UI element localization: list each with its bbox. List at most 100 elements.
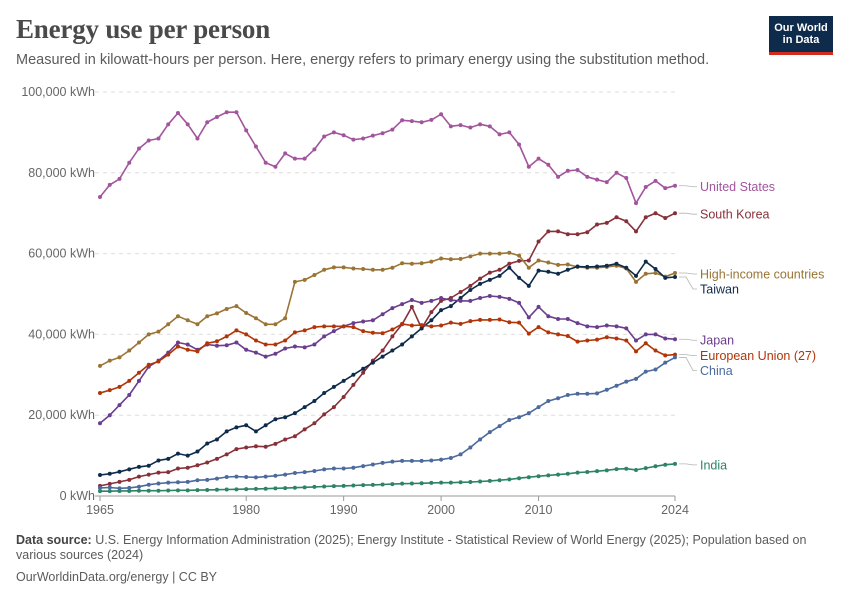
data-point[interactable] <box>273 473 278 478</box>
data-point[interactable] <box>127 378 132 383</box>
data-point[interactable] <box>195 349 200 354</box>
data-point[interactable] <box>409 119 414 124</box>
data-point[interactable] <box>643 259 648 264</box>
data-point[interactable] <box>419 323 424 328</box>
data-point[interactable] <box>175 488 180 493</box>
data-point[interactable] <box>166 470 171 475</box>
data-point[interactable] <box>517 142 522 147</box>
data-point[interactable] <box>575 470 580 475</box>
data-point[interactable] <box>429 310 434 315</box>
data-point[interactable] <box>351 137 356 142</box>
series-label-south-korea[interactable]: South Korea <box>700 208 770 222</box>
data-point[interactable] <box>409 323 414 328</box>
data-point[interactable] <box>146 463 151 468</box>
data-point[interactable] <box>214 476 219 481</box>
data-point[interactable] <box>546 162 551 167</box>
series-united-states[interactable] <box>98 110 677 206</box>
data-point[interactable] <box>478 276 483 281</box>
data-point[interactable] <box>322 334 327 339</box>
data-point[interactable] <box>185 453 190 458</box>
data-point[interactable] <box>439 480 444 485</box>
data-point[interactable] <box>224 487 229 492</box>
data-point[interactable] <box>585 230 590 235</box>
data-point[interactable] <box>351 483 356 488</box>
data-point[interactable] <box>400 261 405 266</box>
data-point[interactable] <box>136 464 141 469</box>
data-point[interactable] <box>292 279 297 284</box>
data-point[interactable] <box>478 281 483 286</box>
data-point[interactable] <box>253 486 258 491</box>
data-point[interactable] <box>175 111 180 116</box>
data-point[interactable] <box>253 316 258 321</box>
data-point[interactable] <box>487 270 492 275</box>
data-point[interactable] <box>448 304 453 309</box>
data-point[interactable] <box>224 475 229 480</box>
data-point[interactable] <box>273 322 278 327</box>
data-point[interactable] <box>624 338 629 343</box>
data-point[interactable] <box>653 211 658 216</box>
data-point[interactable] <box>556 332 561 337</box>
data-point[interactable] <box>312 342 317 347</box>
data-point[interactable] <box>595 222 600 227</box>
data-point[interactable] <box>224 452 229 457</box>
data-point[interactable] <box>634 229 639 234</box>
data-point[interactable] <box>146 472 151 477</box>
data-point[interactable] <box>536 239 541 244</box>
data-point[interactable] <box>185 479 190 484</box>
data-point[interactable] <box>292 470 297 475</box>
data-point[interactable] <box>253 350 258 355</box>
data-point[interactable] <box>624 466 629 471</box>
data-point[interactable] <box>458 321 463 326</box>
data-point[interactable] <box>448 124 453 129</box>
data-point[interactable] <box>595 264 600 269</box>
data-point[interactable] <box>361 329 366 334</box>
data-point[interactable] <box>634 376 639 381</box>
data-point[interactable] <box>263 354 268 359</box>
data-point[interactable] <box>400 321 405 326</box>
series-label-japan[interactable]: Japan <box>700 334 734 348</box>
data-point[interactable] <box>536 474 541 479</box>
data-point[interactable] <box>234 425 239 430</box>
data-point[interactable] <box>312 468 317 473</box>
data-point[interactable] <box>136 474 141 479</box>
data-point[interactable] <box>107 358 112 363</box>
data-point[interactable] <box>312 484 317 489</box>
data-point[interactable] <box>468 287 473 292</box>
data-point[interactable] <box>497 132 502 137</box>
data-point[interactable] <box>292 156 297 161</box>
data-point[interactable] <box>195 463 200 468</box>
data-point[interactable] <box>205 477 210 482</box>
data-point[interactable] <box>409 261 414 266</box>
data-point[interactable] <box>478 251 483 256</box>
data-point[interactable] <box>478 317 483 322</box>
data-point[interactable] <box>341 265 346 270</box>
data-point[interactable] <box>331 384 336 389</box>
data-point[interactable] <box>283 338 288 343</box>
data-point[interactable] <box>107 481 112 486</box>
data-point[interactable] <box>156 458 161 463</box>
data-point[interactable] <box>127 348 132 353</box>
data-point[interactable] <box>624 219 629 224</box>
data-point[interactable] <box>575 232 580 237</box>
data-point[interactable] <box>185 122 190 127</box>
data-point[interactable] <box>175 314 180 319</box>
data-point[interactable] <box>234 447 239 452</box>
data-point[interactable] <box>487 317 492 322</box>
data-point[interactable] <box>166 480 171 485</box>
data-point[interactable] <box>253 429 258 434</box>
data-point[interactable] <box>107 388 112 393</box>
data-point[interactable] <box>673 352 677 357</box>
data-point[interactable] <box>331 484 336 489</box>
data-point[interactable] <box>478 479 483 484</box>
data-point[interactable] <box>156 329 161 334</box>
series-line-united-states[interactable] <box>99 111 676 204</box>
data-point[interactable] <box>585 264 590 269</box>
data-point[interactable] <box>351 465 356 470</box>
data-point[interactable] <box>380 131 385 136</box>
data-point[interactable] <box>439 112 444 117</box>
data-point[interactable] <box>507 261 512 266</box>
data-point[interactable] <box>107 485 112 490</box>
data-point[interactable] <box>409 304 414 309</box>
data-point[interactable] <box>156 136 161 141</box>
data-point[interactable] <box>234 328 239 333</box>
